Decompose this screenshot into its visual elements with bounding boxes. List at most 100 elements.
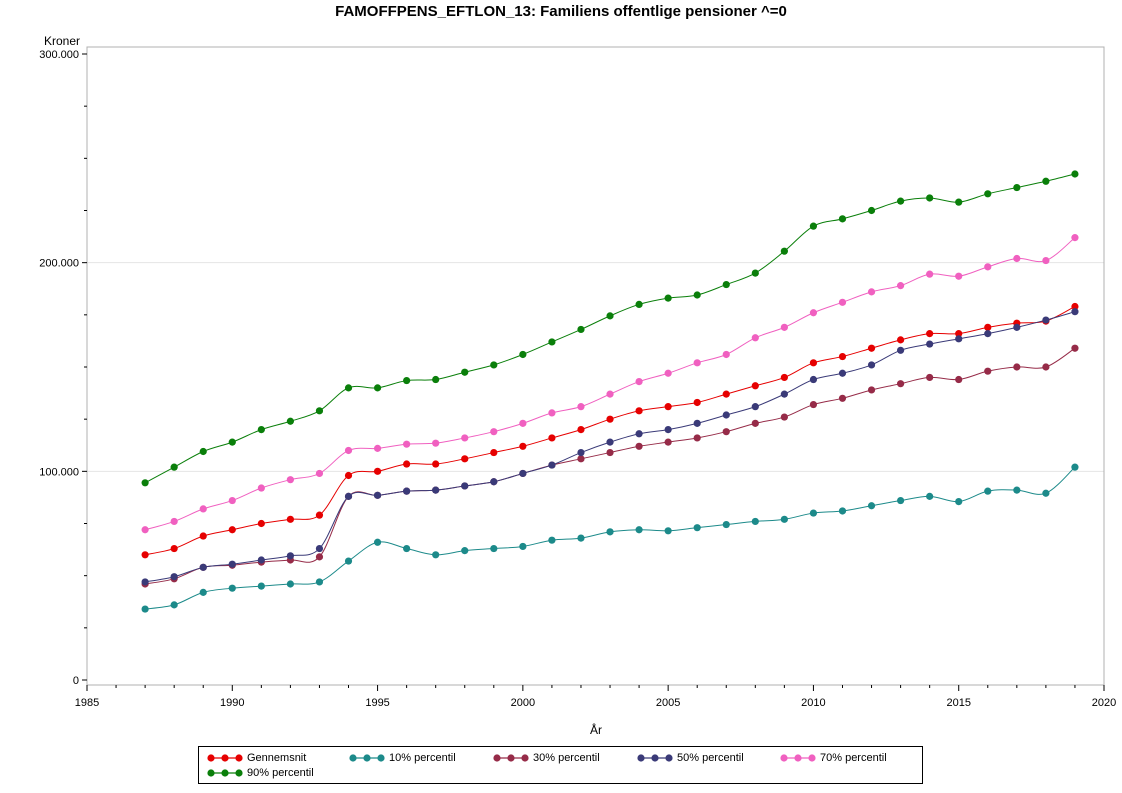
data-point [838,215,847,223]
data-point [897,380,905,388]
data-point [461,482,469,490]
grid-lines [87,262,1104,472]
data-point [519,419,527,427]
x-tick-label: 2000 [511,697,535,709]
x-tick-label: 1995 [365,697,389,709]
legend-label: 90% percentil [247,767,314,779]
data-point [548,338,556,346]
data-point [722,411,730,419]
x-tick-label: 2010 [801,697,825,709]
data-point [635,442,643,450]
data-point [693,419,701,427]
data-point [432,439,440,447]
data-point [606,415,614,423]
data-point [286,580,294,588]
series-0 [141,302,1079,559]
y-axis-label: Kroner [44,34,80,48]
data-point [1013,486,1021,494]
data-point [722,520,730,529]
data-point [141,551,149,559]
data-point [315,469,324,478]
data-point [490,361,498,369]
data-point [751,382,759,390]
data-point [1071,234,1079,242]
data-point [867,386,876,394]
data-point [548,409,556,417]
series-2 [141,344,1079,588]
data-point [461,455,469,463]
series-1 [141,463,1079,613]
data-point [606,438,614,446]
data-point [228,560,236,568]
data-point [838,298,847,306]
data-point [1071,463,1079,471]
data-point [1042,256,1050,265]
data-point [577,534,585,542]
data-point [315,544,324,553]
axes: 0 100.000 200.000 300.000 1985 1990 1995 2000 20… [39,49,1116,709]
data-point [170,544,178,553]
data-point [170,517,178,526]
data-point [577,455,585,463]
data-point [926,330,934,338]
data-point [373,491,382,499]
data-point [867,344,876,352]
data-point [897,336,905,344]
data-point [955,330,963,338]
data-point [955,497,963,506]
data-point [722,350,730,359]
data-point [199,532,207,540]
data-point [1013,254,1021,263]
data-point [1042,177,1050,185]
legend-swatch [637,754,673,762]
data-point [751,334,759,342]
data-point [577,325,585,334]
data-point [344,471,353,480]
data-point [664,527,672,535]
data-point [141,605,149,613]
legend-label: 30% percentil [533,752,600,764]
data-point [838,507,847,515]
data-point [490,428,498,436]
data-point [693,291,701,299]
data-point [228,438,236,446]
legend-swatch [207,754,243,762]
data-point [403,487,411,495]
series-3 [141,308,1079,586]
data-point [635,526,643,534]
data-point [984,190,992,198]
chart-title: FAMOFFPENS_EFTLON_13: Familiens offentli… [335,3,787,20]
data-point [519,542,527,551]
data-point [897,496,905,505]
data-point [548,536,556,544]
data-point [403,376,411,385]
data-point [926,492,934,500]
data-point [664,294,672,302]
data-point [1042,363,1050,371]
data-point [809,509,818,517]
data-point [257,556,265,564]
data-point [432,375,440,384]
legend-swatch [207,769,243,777]
data-point [635,407,643,415]
data-point [257,484,265,492]
data-point [577,426,585,434]
legend-item: 70% percentil [780,752,887,764]
series-line [144,237,1076,531]
data-point [461,434,469,442]
data-point [490,478,498,486]
data-point [315,511,324,519]
data-point [955,335,963,343]
data-point [751,419,759,427]
data-point [780,515,788,523]
data-point [809,359,818,367]
data-point [751,403,759,411]
data-point [780,247,788,255]
data-point [664,426,672,434]
data-point [897,197,905,205]
data-point [693,359,701,367]
data-point [315,407,324,415]
data-point [432,486,440,494]
data-point [257,426,265,434]
